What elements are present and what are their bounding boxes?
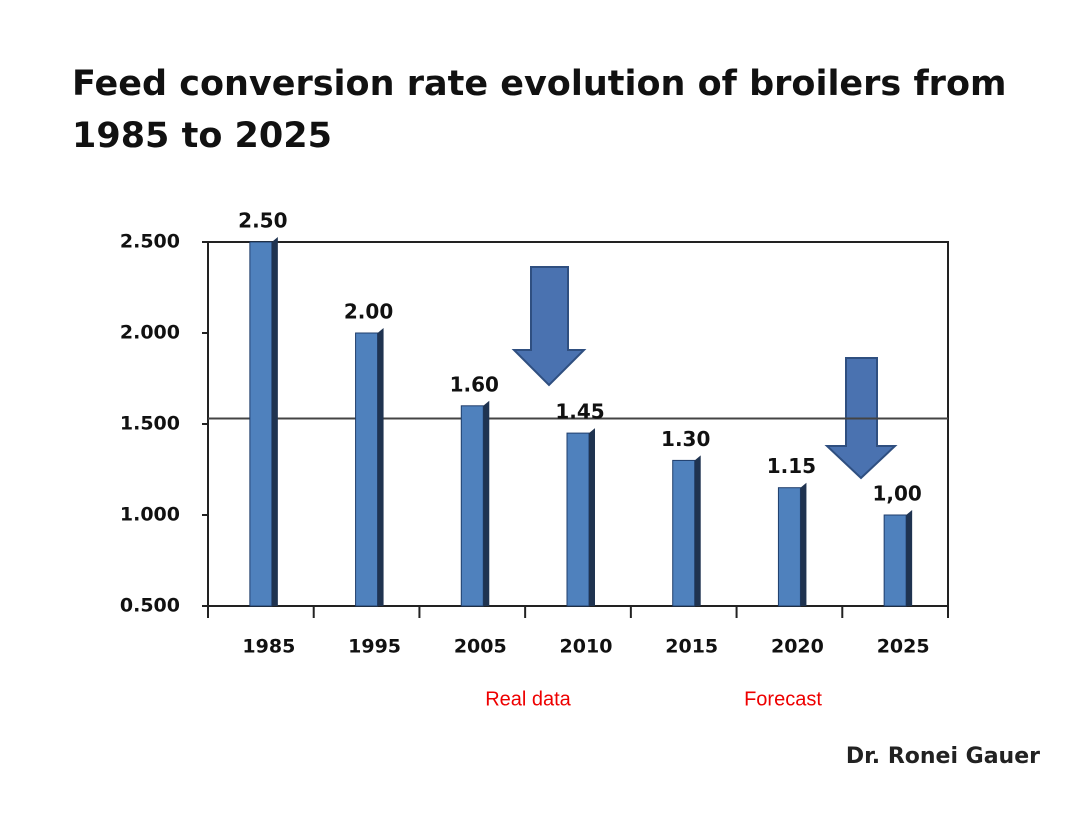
y-tick-label: 2.000 <box>120 322 180 344</box>
annotation: Real data <box>485 688 571 710</box>
value-label: 2.00 <box>344 300 393 324</box>
bar-face <box>566 432 590 607</box>
bar <box>883 510 913 607</box>
chart-title: Feed conversion rate evolution of broile… <box>72 64 1007 156</box>
bar-side <box>906 510 913 606</box>
arrow <box>511 266 587 387</box>
y-tick-label: 1.500 <box>120 413 180 435</box>
bar <box>249 237 278 607</box>
value-label: 2.50 <box>238 209 287 233</box>
bar <box>777 482 807 607</box>
y-tick-label: 2.500 <box>120 231 180 253</box>
x-tick-label: 2015 <box>665 636 718 658</box>
x-tick-label: 2025 <box>877 636 930 658</box>
value-label: 1,00 <box>872 482 921 506</box>
bar-face <box>460 405 484 607</box>
value-label: 1.15 <box>767 454 816 478</box>
bar-face <box>777 487 801 607</box>
annotation: Forecast <box>744 688 822 710</box>
bar-face <box>672 459 696 607</box>
author: Dr. Ronei Gauer <box>846 744 1040 769</box>
bar-side <box>271 237 278 606</box>
bar-side <box>694 455 701 606</box>
value-label: 1.60 <box>450 372 499 396</box>
bar <box>672 455 701 607</box>
x-tick-label: 2005 <box>454 636 507 658</box>
bar-side <box>377 328 384 606</box>
y-tick-label: 0.500 <box>120 595 180 617</box>
bar-face <box>355 332 379 607</box>
value-label: 1.45 <box>555 400 604 424</box>
bar-face <box>249 241 273 607</box>
x-tick-label: 2020 <box>771 636 824 658</box>
bar <box>566 428 595 607</box>
bar <box>355 328 384 607</box>
x-tick-label: 1985 <box>242 636 295 658</box>
y-tick-label: 1.000 <box>120 504 180 526</box>
bar <box>460 400 490 607</box>
bar-side <box>800 482 807 606</box>
bar-side <box>589 428 595 606</box>
bar-side <box>483 400 490 606</box>
x-tick-label: 1995 <box>348 636 401 658</box>
value-label: 1.30 <box>661 427 710 451</box>
x-tick-label: 2010 <box>560 636 613 658</box>
bar-face <box>883 514 907 607</box>
